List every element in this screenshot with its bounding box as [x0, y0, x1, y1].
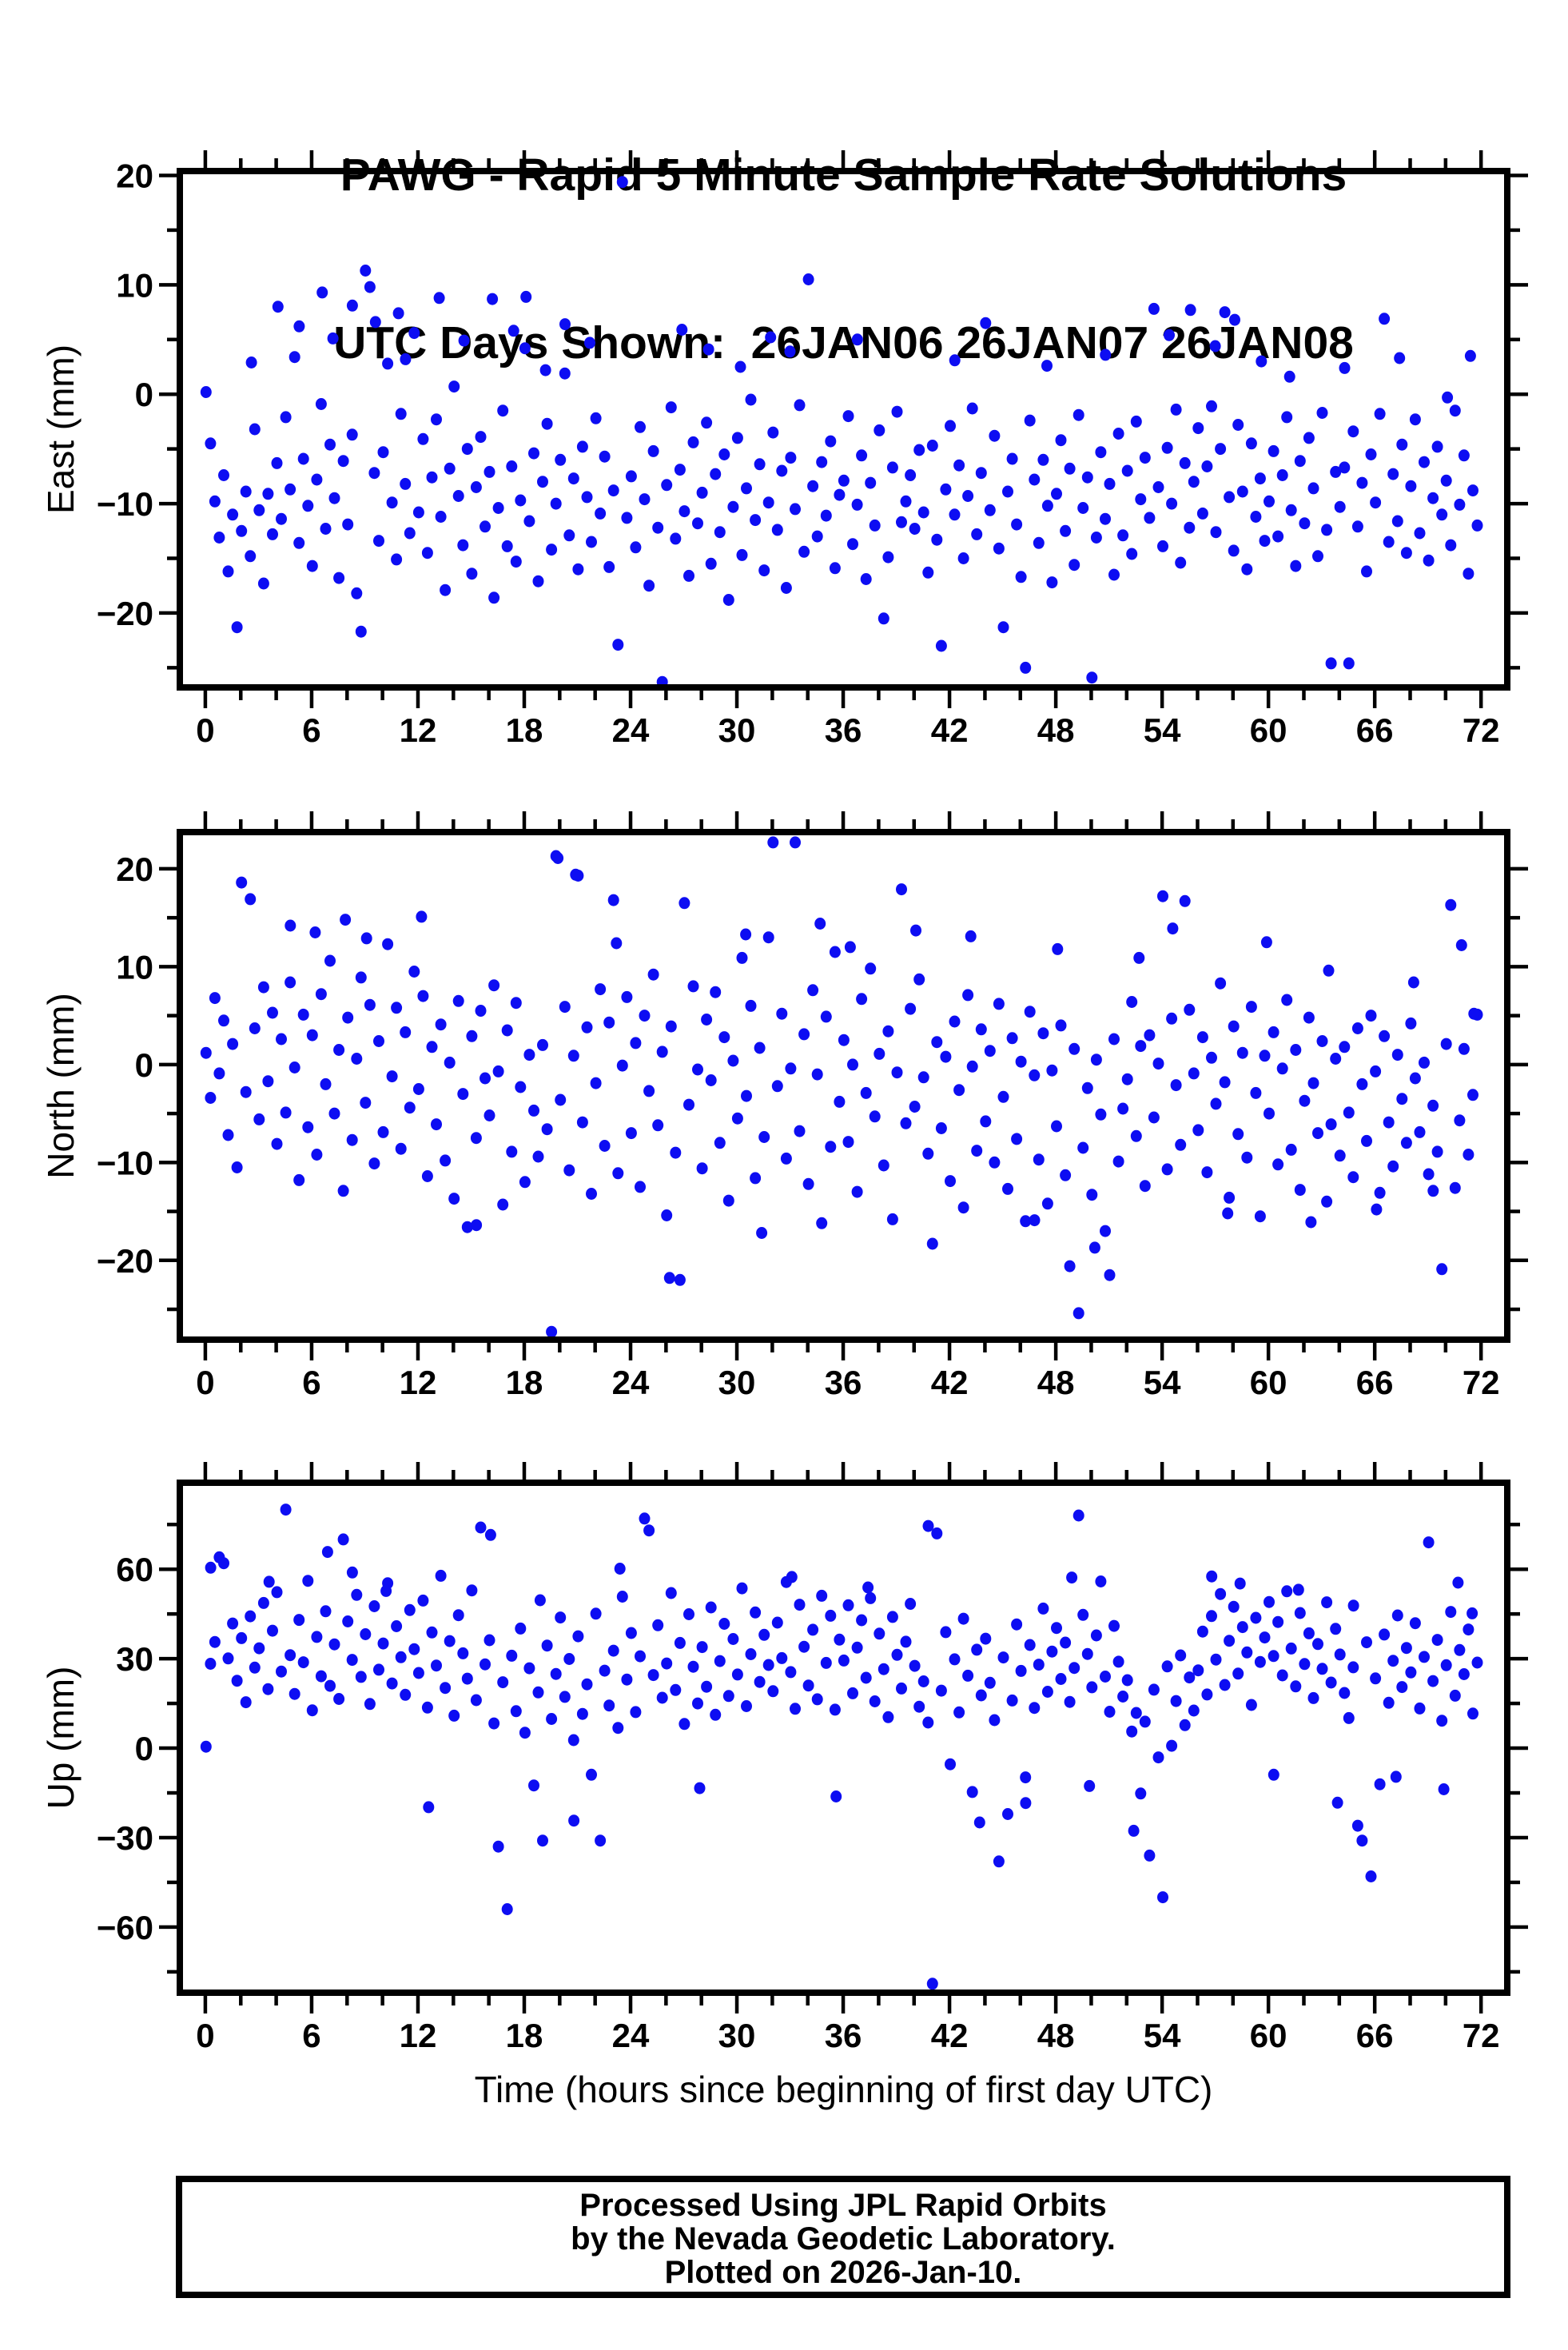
x-tick-label: 72	[1463, 2017, 1500, 2054]
y-tick-label: 0	[135, 376, 153, 413]
y-tick-label: 30	[116, 1640, 153, 1678]
x-tick-label: 30	[718, 2017, 756, 2054]
x-tick-label: 42	[931, 711, 969, 749]
x-tick-label: 12	[400, 1364, 437, 1401]
x-tick-label: 18	[506, 2017, 543, 2054]
x-tick-label: 48	[1037, 2017, 1075, 2054]
y-axis-title: North (mm)	[40, 993, 82, 1179]
x-tick-label: 72	[1463, 1364, 1500, 1401]
x-tick-label: 48	[1037, 1364, 1075, 1401]
y-tick-label: −20	[97, 595, 153, 632]
x-tick-label: 54	[1144, 1364, 1181, 1401]
x-tick-label: 66	[1356, 2017, 1394, 2054]
x-tick-label: 30	[718, 1364, 756, 1401]
x-tick-label: 36	[825, 1364, 862, 1401]
plot-title: PAWG - Rapid 5 Minute Sample Rate Soluti…	[180, 35, 1507, 483]
x-tick-label: 0	[196, 1364, 214, 1401]
y-tick-label: 20	[116, 157, 153, 194]
x-tick-label: 60	[1250, 1364, 1287, 1401]
y-axis-title: Up (mm)	[40, 1667, 82, 1810]
x-tick-label: 48	[1037, 711, 1075, 749]
x-tick-label: 54	[1144, 711, 1181, 749]
x-tick-label: 54	[1144, 2017, 1181, 2054]
footer-box: Processed Using JPL Rapid Orbits by the …	[176, 2176, 1510, 2298]
x-tick-label: 24	[612, 1364, 650, 1401]
x-tick-label: 36	[825, 711, 862, 749]
x-tick-label: 24	[612, 711, 650, 749]
y-axis-title: East (mm)	[40, 345, 82, 514]
x-tick-label: 12	[400, 711, 437, 749]
x-tick-label: 6	[302, 2017, 320, 2054]
x-tick-label: 42	[931, 1364, 969, 1401]
y-tick-label: 10	[116, 266, 153, 304]
x-tick-label: 18	[506, 1364, 543, 1401]
x-tick-label: 18	[506, 711, 543, 749]
x-tick-label: 60	[1250, 2017, 1287, 2054]
x-tick-label: 66	[1356, 711, 1394, 749]
footer-line1: Processed Using JPL Rapid Orbits	[579, 2188, 1107, 2223]
x-axis-title: Time (hours since beginning of first day…	[475, 2069, 1213, 2110]
y-tick-label: −60	[97, 1909, 153, 1946]
x-tick-label: 0	[196, 2017, 214, 2054]
x-tick-label: 60	[1250, 711, 1287, 749]
y-tick-label: −10	[97, 485, 153, 523]
y-tick-label: 10	[116, 948, 153, 986]
y-tick-label: 0	[135, 1730, 153, 1767]
y-tick-label: 20	[116, 850, 153, 888]
y-tick-label: 60	[116, 1551, 153, 1588]
footer-line2: by the Nevada Geodetic Laboratory.	[571, 2221, 1116, 2256]
x-tick-label: 6	[302, 1364, 320, 1401]
x-tick-label: 0	[196, 711, 214, 749]
x-tick-label: 36	[825, 2017, 862, 2054]
x-tick-label: 42	[931, 2017, 969, 2054]
footer-line3: Plotted on 2026-Jan-10.	[664, 2255, 1022, 2290]
x-tick-label: 66	[1356, 1364, 1394, 1401]
x-tick-label: 24	[612, 2017, 650, 2054]
x-tick-label: 72	[1463, 711, 1500, 749]
x-tick-label: 12	[400, 2017, 437, 2054]
y-tick-label: −10	[97, 1144, 153, 1181]
x-tick-label: 6	[302, 711, 320, 749]
y-tick-label: 0	[135, 1046, 153, 1084]
x-tick-label: 30	[718, 711, 756, 749]
plot-title-line1: PAWG - Rapid 5 Minute Sample Rate Soluti…	[340, 149, 1347, 201]
plot-title-line2: UTC Days Shown: 26JAN06 26JAN07 26JAN08	[333, 317, 1354, 368]
y-tick-label: −30	[97, 1819, 153, 1857]
y-tick-label: −20	[97, 1242, 153, 1280]
